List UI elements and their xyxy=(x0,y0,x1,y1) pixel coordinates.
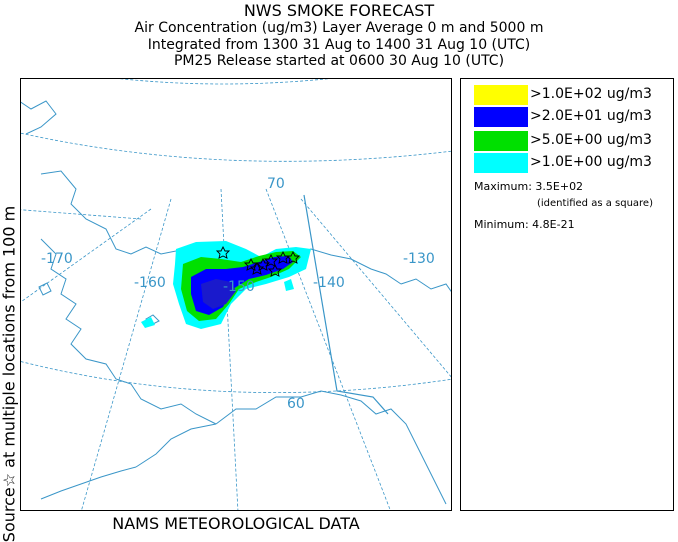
lon-label-170: -170 xyxy=(41,251,73,267)
minimum-value: Minimum: 4.8E-21 xyxy=(474,218,575,231)
legend-panel: >1.0E+02 ug/m3 >2.0E+01 ug/m3 >5.0E+00 u… xyxy=(460,78,674,511)
legend-level-3: >5.0E+00 ug/m3 xyxy=(474,131,664,151)
parallel-60 xyxy=(21,361,451,393)
lon-label-160: -160 xyxy=(134,275,166,291)
legend-swatch-cyan xyxy=(474,153,528,173)
legend-level-1: >1.0E+02 ug/m3 xyxy=(474,85,664,105)
lat-label-60: 60 xyxy=(287,396,305,412)
source-side-label: Source☆ at multiple locations from 100 m xyxy=(0,205,19,542)
source-star xyxy=(215,245,231,259)
forecast-title: NWS SMOKE FORECAST xyxy=(243,1,435,20)
lon-label-150: -150 xyxy=(223,279,255,295)
parallel-70 xyxy=(21,132,451,162)
source-star xyxy=(267,263,283,277)
source-star xyxy=(263,253,279,267)
parallel-80 xyxy=(119,79,330,85)
alaska-map: -170 -160 -150 -140 -130 70 60 xyxy=(21,79,451,510)
legend-swatch-blue xyxy=(474,107,528,127)
legend-label-2: >2.0E+01 ug/m3 xyxy=(530,108,652,124)
lat-label-70: 70 xyxy=(267,176,285,192)
legend-swatch-yellow xyxy=(474,85,528,105)
meridian-140 xyxy=(265,188,391,510)
legend-level-4: >1.0E+00 ug/m3 xyxy=(474,153,664,173)
western-alaska-coast xyxy=(40,238,217,425)
alaska-peninsula xyxy=(135,423,217,468)
smoke-cyan-patch-east xyxy=(284,279,294,291)
release-start: PM25 Release started at 0600 30 Aug 10 (… xyxy=(173,53,505,69)
aleutian-chain xyxy=(40,466,137,500)
maximum-note: (identified as a square) xyxy=(537,198,653,209)
chukotka-coast xyxy=(21,100,57,135)
legend-label-4: >1.0E+00 ug/m3 xyxy=(530,154,652,170)
smoke-cyan-patch-south xyxy=(141,317,155,328)
source-star xyxy=(249,261,265,275)
meridian-160 xyxy=(81,198,172,510)
legend-label-3: >5.0E+00 ug/m3 xyxy=(530,132,652,148)
meridian-180 xyxy=(21,209,142,220)
meridian-170 xyxy=(21,208,152,303)
source-star xyxy=(285,250,301,264)
map-panel: -170 -160 -150 -140 -130 70 60 xyxy=(20,78,452,511)
meridian-150 xyxy=(220,188,239,510)
concentration-description: Air Concentration (ug/m3) Layer Average … xyxy=(134,20,544,36)
maximum-value: Maximum: 3.5E+02 xyxy=(474,180,584,193)
legend-level-2: >2.0E+01 ug/m3 xyxy=(474,107,664,127)
source-side-label-container: Source☆ at multiple locations from 100 m xyxy=(0,78,19,542)
meridian-130 xyxy=(300,198,451,378)
legend-label-1: >1.0E+02 ug/m3 xyxy=(530,86,652,102)
source-star xyxy=(243,257,259,271)
source-markers xyxy=(215,245,301,277)
lon-label-140: -140 xyxy=(313,275,345,291)
island-2 xyxy=(38,282,52,296)
meteorological-data-label: NAMS METEOROLOGICAL DATA xyxy=(112,514,360,533)
smoke-blue-core xyxy=(201,279,236,309)
canada-border xyxy=(303,194,389,415)
mackenzie-coast xyxy=(400,278,451,293)
lon-label-130: -130 xyxy=(403,251,435,267)
integration-period: Integrated from 1300 31 Aug to 1400 31 A… xyxy=(147,37,531,53)
southern-alaska-coast xyxy=(215,390,447,505)
legend-swatch-green xyxy=(474,131,528,151)
